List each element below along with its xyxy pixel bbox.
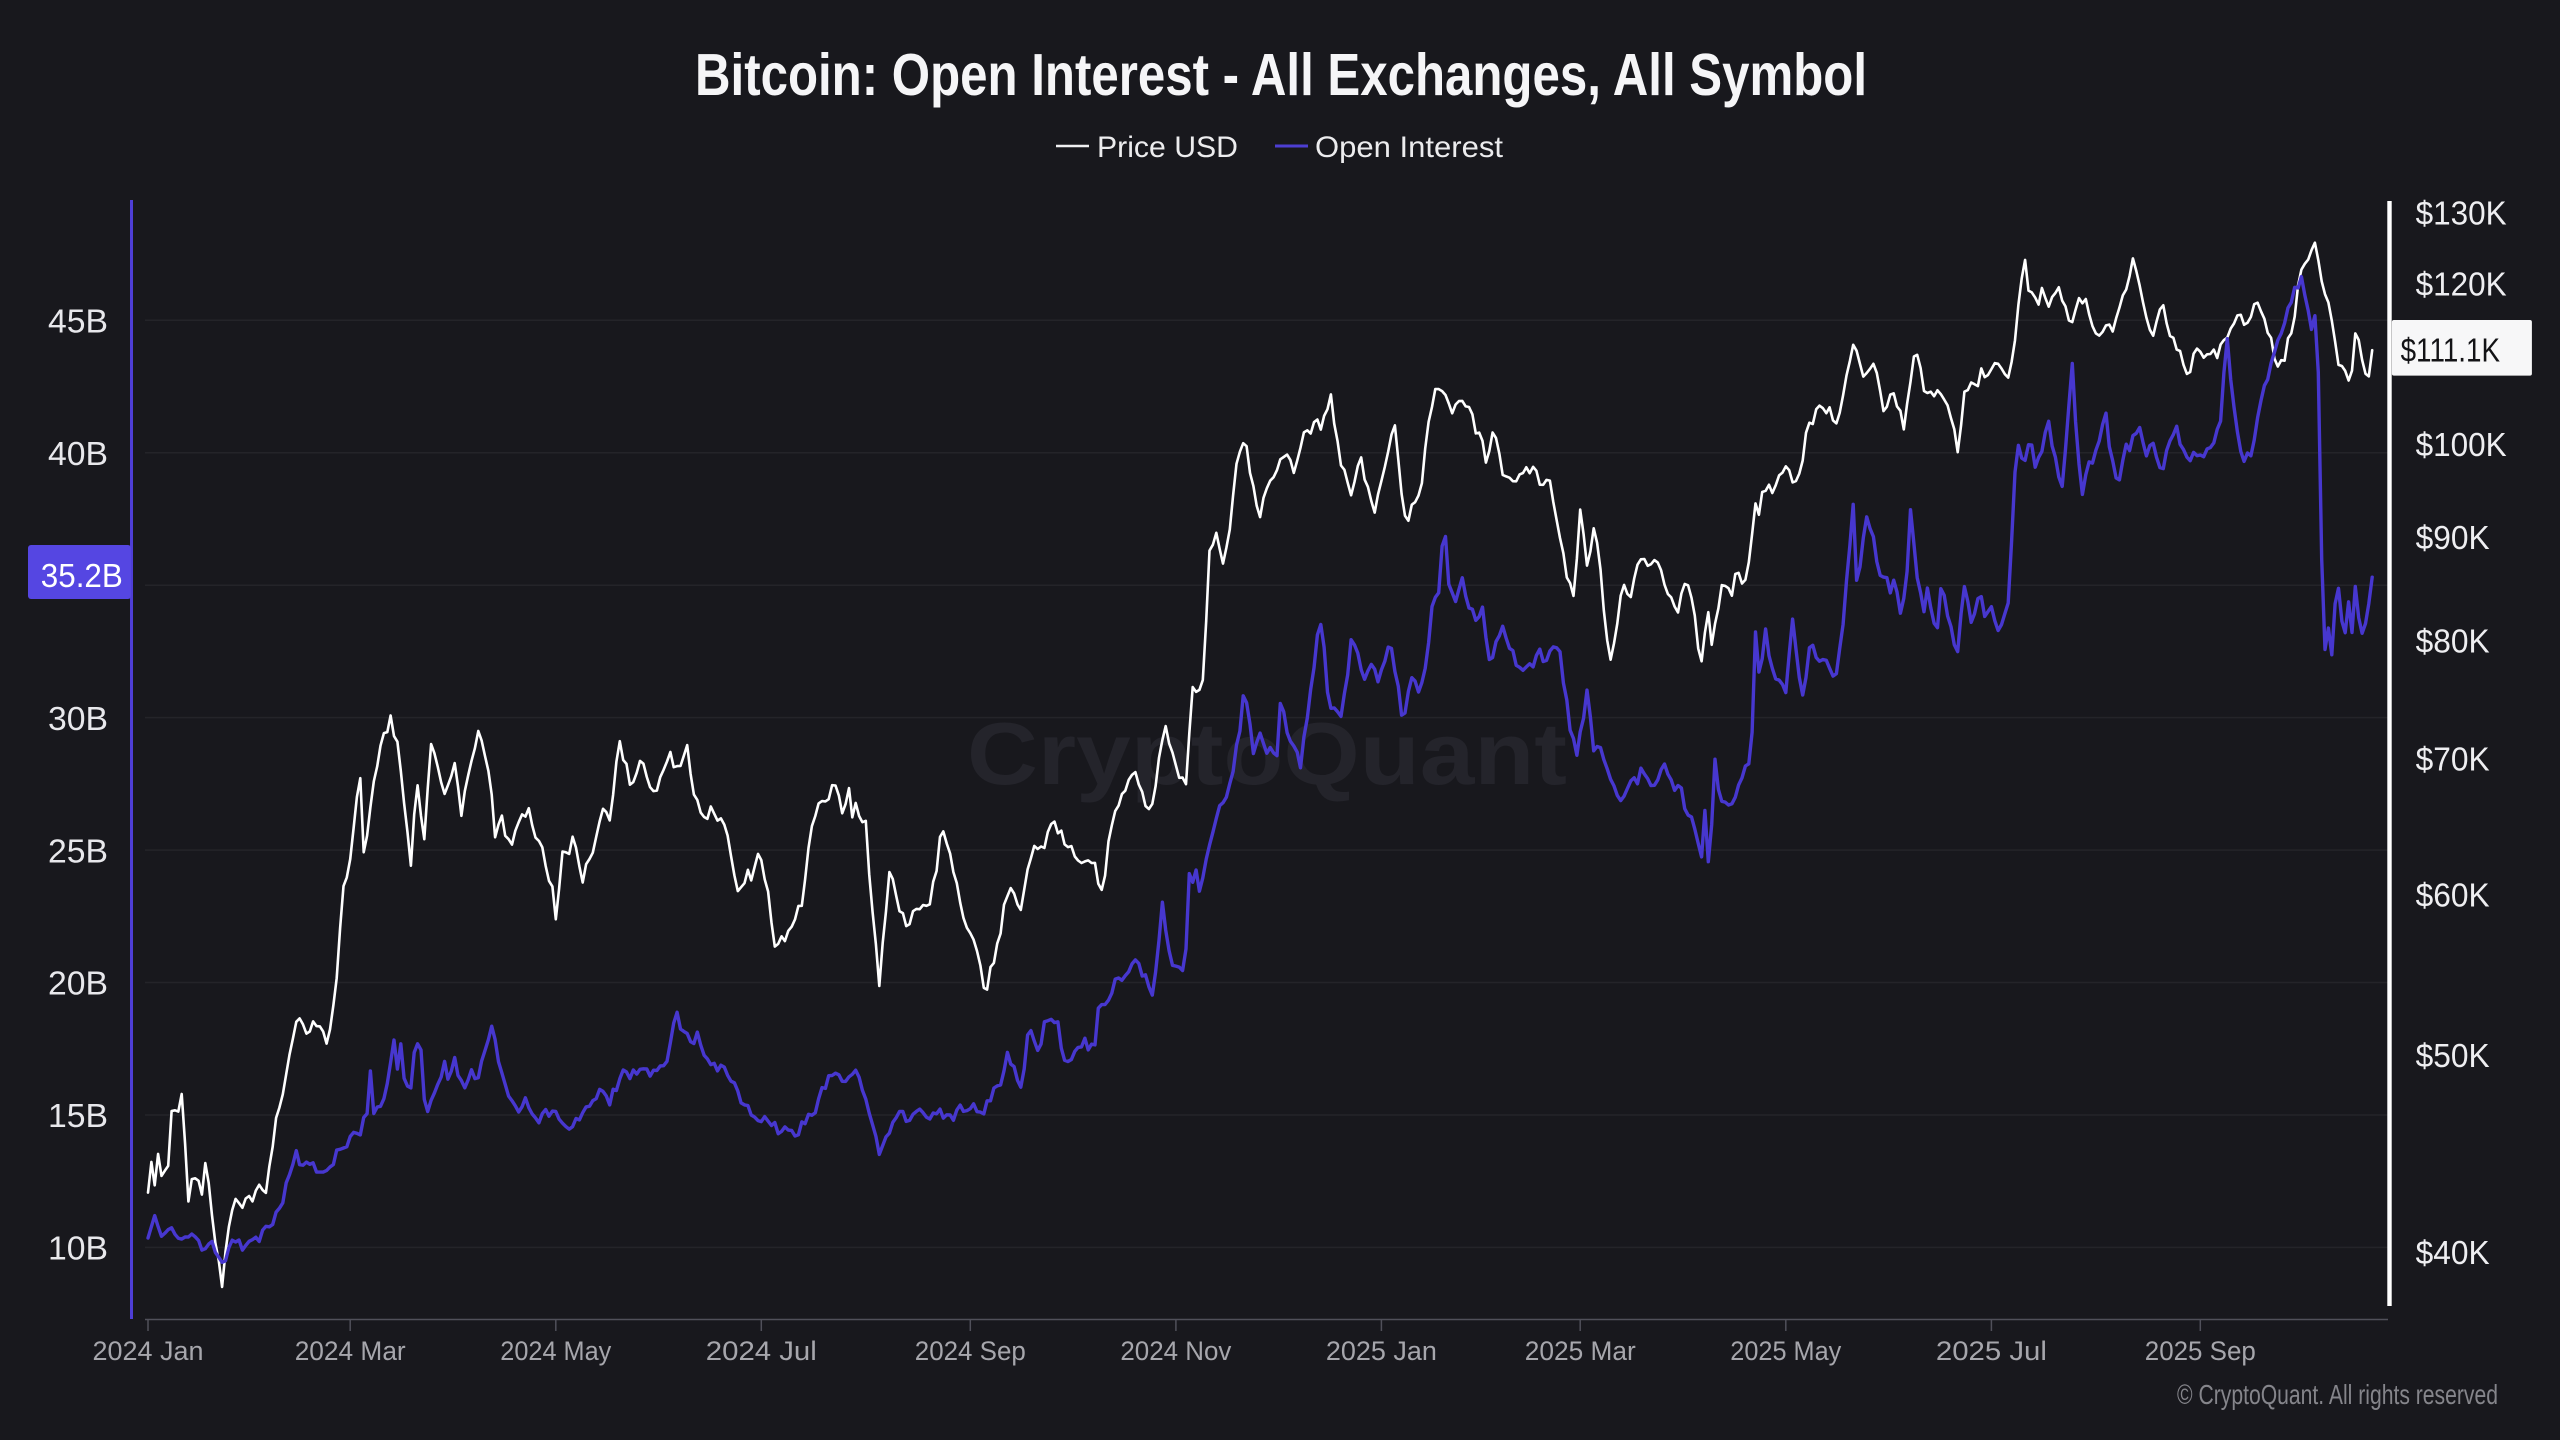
svg-text:$50K: $50K bbox=[2416, 1037, 2490, 1074]
svg-text:2024 May: 2024 May bbox=[500, 1336, 611, 1366]
svg-text:$111.1K: $111.1K bbox=[2401, 331, 2500, 368]
svg-text:$130K: $130K bbox=[2416, 195, 2507, 232]
svg-text:2025 Mar: 2025 Mar bbox=[1525, 1336, 1636, 1366]
svg-text:10B: 10B bbox=[48, 1230, 108, 1267]
svg-text:$70K: $70K bbox=[2416, 741, 2490, 778]
svg-text:45B: 45B bbox=[48, 303, 108, 340]
svg-text:$120K: $120K bbox=[2416, 265, 2507, 302]
svg-text:$60K: $60K bbox=[2416, 876, 2490, 913]
svg-text:2024 Mar: 2024 Mar bbox=[295, 1336, 406, 1366]
svg-text:2024 Sep: 2024 Sep bbox=[915, 1336, 1026, 1366]
svg-text:2025 Jan: 2025 Jan bbox=[1326, 1336, 1437, 1366]
svg-text:15B: 15B bbox=[48, 1097, 108, 1134]
svg-text:© CryptoQuant. All rights rese: © CryptoQuant. All rights reserved bbox=[2177, 1379, 2498, 1410]
svg-text:2024 Jan: 2024 Jan bbox=[93, 1336, 204, 1366]
svg-text:40B: 40B bbox=[48, 435, 108, 472]
svg-text:Price USD: Price USD bbox=[1097, 131, 1238, 164]
svg-text:2024 Jul: 2024 Jul bbox=[706, 1336, 817, 1366]
svg-text:2024 Nov: 2024 Nov bbox=[1120, 1336, 1231, 1366]
svg-text:20B: 20B bbox=[48, 965, 108, 1002]
svg-text:$40K: $40K bbox=[2416, 1234, 2490, 1271]
svg-text:Open Interest: Open Interest bbox=[1315, 131, 1504, 164]
svg-text:$90K: $90K bbox=[2416, 519, 2490, 556]
svg-text:35.2B: 35.2B bbox=[41, 557, 123, 594]
svg-text:2025 Jul: 2025 Jul bbox=[1936, 1336, 2047, 1366]
svg-text:25B: 25B bbox=[48, 832, 108, 869]
svg-text:$80K: $80K bbox=[2416, 623, 2490, 660]
svg-text:Bitcoin: Open Interest - All E: Bitcoin: Open Interest - All Exchanges, … bbox=[695, 42, 1867, 108]
svg-text:30B: 30B bbox=[48, 700, 108, 737]
svg-text:2025 May: 2025 May bbox=[1730, 1336, 1841, 1366]
svg-text:2025 Sep: 2025 Sep bbox=[2145, 1336, 2256, 1366]
svg-text:$100K: $100K bbox=[2416, 426, 2507, 463]
